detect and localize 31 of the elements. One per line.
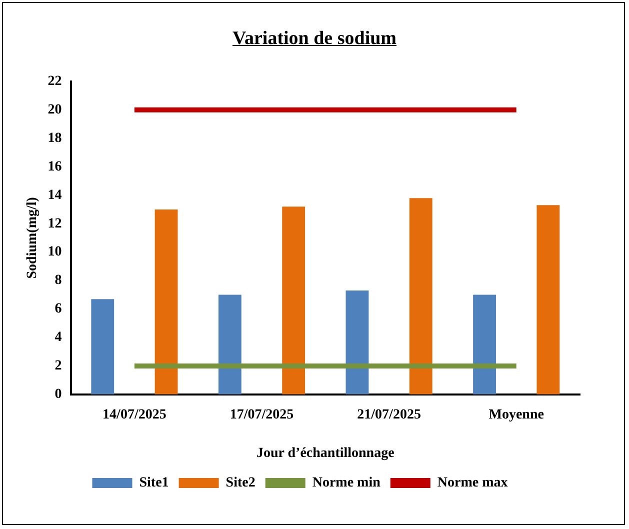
y-tick-label: 22 xyxy=(48,74,62,90)
y-axis-title: Sodium(mg/l) xyxy=(25,196,40,279)
x-tick-label: 17/07/2025 xyxy=(230,407,294,422)
legend-label: Norme max xyxy=(437,476,508,491)
bar xyxy=(536,205,560,394)
y-tick-label: 10 xyxy=(48,244,62,260)
bar xyxy=(282,206,306,394)
y-tick-label: 2 xyxy=(54,358,62,374)
legend-label: Site1 xyxy=(139,476,169,491)
y-tick-label: 16 xyxy=(48,159,62,174)
legend-label: Site2 xyxy=(226,476,256,491)
legend-label: Norme min xyxy=(312,476,381,491)
y-tick-label: 12 xyxy=(48,216,62,232)
bar xyxy=(346,290,369,394)
x-axis-title: Jour d’échantillonnage xyxy=(256,446,394,462)
y-tick-label: 18 xyxy=(48,130,62,146)
x-tick-label: 14/07/2025 xyxy=(102,407,166,422)
bar xyxy=(473,294,496,394)
y-tick-label: 14 xyxy=(48,188,62,203)
chart-title: Variation de sodium xyxy=(232,28,398,50)
x-tick-label: Moyenne xyxy=(488,407,544,422)
y-tick-label: 0 xyxy=(54,387,62,402)
y-tick-label: 4 xyxy=(54,330,62,346)
y-tick-label: 8 xyxy=(54,273,62,288)
bar xyxy=(91,299,114,394)
bar xyxy=(154,209,178,394)
x-tick-label: 21/07/2025 xyxy=(357,407,421,422)
y-tick-label: 20 xyxy=(48,102,62,118)
bar xyxy=(409,198,432,394)
bar xyxy=(218,294,242,394)
y-tick-label: 6 xyxy=(54,302,62,317)
